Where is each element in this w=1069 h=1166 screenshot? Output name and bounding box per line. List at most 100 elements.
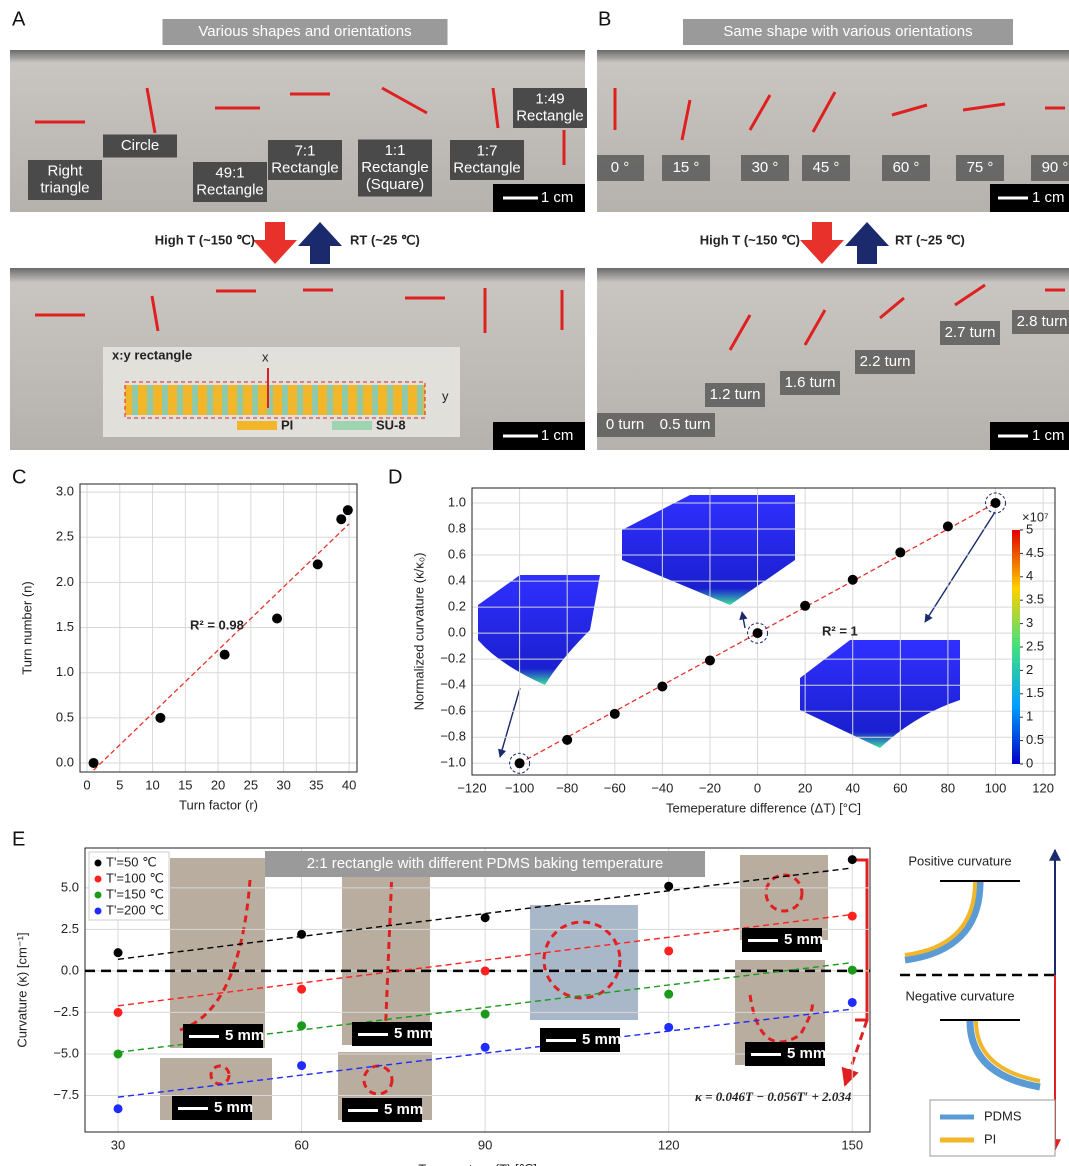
y-axis-label: Turn number (n) — [19, 581, 34, 674]
angle-label: 15 ° — [673, 159, 700, 176]
x-tick-label: −120 — [457, 780, 486, 795]
shape-label: Rectangle — [453, 159, 521, 176]
x-tick-label: −20 — [699, 780, 721, 795]
turn-label: 0 turn — [606, 416, 644, 433]
angle-label: 0 ° — [611, 159, 630, 176]
heat-label: RT (~25 ℃) — [350, 232, 420, 247]
scale-label: 1 cm — [1032, 427, 1065, 444]
scale-bar — [178, 1107, 208, 1110]
point — [114, 1104, 123, 1113]
x-tick-label: −100 — [505, 780, 534, 795]
y-tick-label: 1.0 — [56, 664, 74, 679]
angle-label: 90 ° — [1042, 159, 1069, 176]
panel-letter: D — [388, 466, 402, 488]
down-arrow — [800, 222, 844, 264]
scale-label: 5 mm — [394, 1025, 433, 1042]
x-tick-label: 120 — [1032, 780, 1054, 795]
point — [895, 547, 905, 557]
up-arrow — [845, 222, 889, 264]
x-tick-label: 90 — [478, 1137, 492, 1152]
y-tick-label: 0.0 — [448, 625, 466, 640]
x-tick-label: 0 — [754, 780, 761, 795]
y-tick-label: 5.0 — [61, 879, 79, 894]
scale-bar — [748, 939, 778, 942]
x-tick-label: 20 — [798, 780, 812, 795]
x-tick-label: 30 — [111, 1137, 125, 1152]
curvature-label: Positive curvature — [908, 853, 1011, 868]
inset-strip — [125, 385, 425, 415]
colorbar-label: 4 — [1026, 568, 1033, 583]
colorbar-label: 2 — [1026, 662, 1033, 677]
shape-label: Rectangle — [271, 159, 339, 176]
scale-bar — [546, 1039, 576, 1042]
fem-insets — [478, 495, 995, 757]
x-tick-label: 40 — [342, 777, 356, 792]
y-axis-label: Normalized curvature (κ/κ₀) — [411, 553, 426, 711]
x-tick-label: 15 — [178, 777, 192, 792]
turn-label: 1.6 turn — [785, 374, 836, 391]
x-tick-label: 30 — [276, 777, 290, 792]
point — [705, 655, 715, 665]
x-tick-label: 150 — [841, 1137, 863, 1152]
y-tick-label: −0.4 — [440, 677, 466, 692]
colorbar-label: 0 — [1026, 755, 1033, 770]
y-tick-label: −7.5 — [53, 1087, 79, 1102]
point — [481, 1010, 490, 1019]
page: AVarious shapes and orientationsRighttri… — [0, 0, 1069, 1166]
legend-label: T'=50 ℃ — [106, 854, 157, 869]
y-tick-label: 0.0 — [56, 754, 74, 769]
panel-letter: B — [598, 8, 611, 30]
point — [272, 614, 282, 624]
box-label: Same shape with various orientations — [723, 23, 972, 40]
angle-label: 30 ° — [752, 159, 779, 176]
point — [481, 913, 490, 922]
shape-label: Circle — [121, 137, 159, 154]
point — [800, 601, 810, 611]
point — [297, 1021, 306, 1030]
angle-label: 75 ° — [967, 159, 994, 176]
point — [848, 998, 857, 1007]
box-label: 2:1 rectangle with different PDMS baking… — [307, 855, 664, 872]
scale-label: 5 mm — [787, 1045, 826, 1062]
legend-swatch — [332, 421, 372, 430]
colorbar-label: 4.5 — [1026, 545, 1044, 560]
scale-bar — [751, 1053, 781, 1056]
point — [114, 948, 123, 957]
point — [991, 498, 1001, 508]
x-tick-label: 0 — [83, 777, 90, 792]
y-tick-label: −5.0 — [53, 1045, 79, 1060]
x-tick-label: 80 — [941, 780, 955, 795]
y-tick-label: −1.0 — [440, 755, 466, 770]
point — [481, 966, 490, 975]
box-label: Various shapes and orientations — [198, 23, 411, 40]
shape-label: 7:1 — [295, 142, 316, 159]
colorbar-label: 5 — [1026, 521, 1033, 536]
turn-label: 2.8 turn — [1017, 313, 1068, 330]
point — [664, 882, 673, 891]
scale-label: 1 cm — [1032, 189, 1065, 206]
annotation: R² = 0.98 — [190, 617, 244, 632]
colorbar-label: 3.5 — [1026, 592, 1044, 607]
point — [343, 505, 353, 515]
y-tick-label: 1.5 — [56, 619, 74, 634]
x-tick-label: −60 — [604, 780, 626, 795]
shape-label: 1:1 — [385, 142, 406, 159]
point — [848, 966, 857, 975]
legend-swatch — [237, 421, 277, 430]
y-tick-label: 0.2 — [448, 599, 466, 614]
colorbar — [1012, 530, 1020, 764]
scale-bar — [348, 1109, 378, 1112]
x-tick-label: 60 — [294, 1137, 308, 1152]
y-tick-label: −2.5 — [53, 1004, 79, 1019]
x-tick-label: 35 — [309, 777, 323, 792]
scale-label: 5 mm — [214, 1099, 253, 1116]
turn-label: 2.2 turn — [860, 353, 911, 370]
shape-label: Rectangle — [196, 181, 264, 198]
legend-marker — [95, 860, 102, 867]
point — [114, 1049, 123, 1058]
y-tick-label: −0.2 — [440, 651, 466, 666]
turn-label: 0.5 turn — [660, 416, 711, 433]
scale-label: 5 mm — [582, 1031, 621, 1048]
x-tick-label: 40 — [846, 780, 860, 795]
point — [943, 521, 953, 531]
